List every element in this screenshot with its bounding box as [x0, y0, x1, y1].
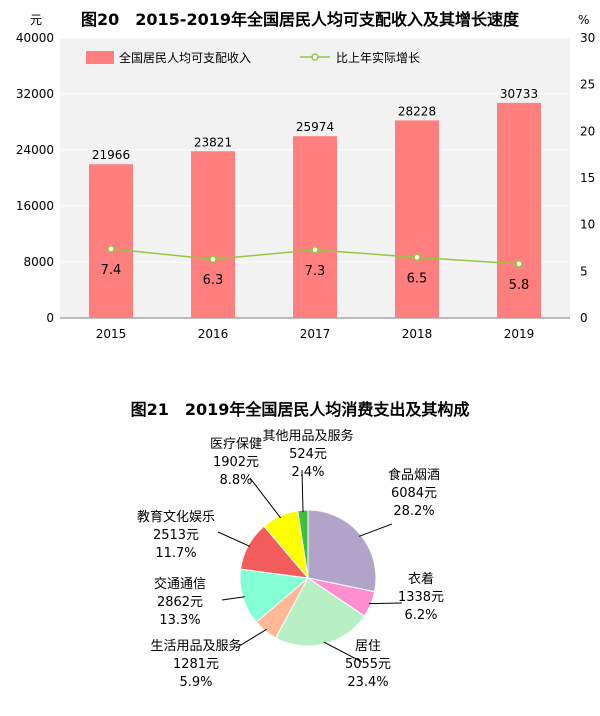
y2-axis-unit: % [578, 13, 589, 27]
leader-line [249, 477, 282, 519]
leader-line [235, 628, 267, 649]
y2-tick-label: 25 [580, 78, 595, 92]
chart1-title: 图20 2015-2019年全国居民人均可支配收入及其增长速度 [81, 10, 519, 29]
income-bar [89, 164, 133, 318]
leader-line [301, 469, 304, 513]
growth-point [209, 255, 217, 263]
slice-amount-label: 1902元 [213, 455, 259, 470]
bar-data-label: 21966 [92, 148, 130, 162]
slice-amount-label: 6084元 [391, 486, 437, 501]
growth-data-label: 6.3 [203, 273, 224, 288]
y-tick-label: 24000 [16, 143, 54, 157]
slice-percent-label: 5.9% [179, 675, 212, 690]
slice-amount-label: 1338元 [398, 590, 444, 605]
y2-tick-label: 10 [580, 218, 595, 232]
growth-data-label: 7.3 [305, 264, 326, 279]
slice-amount-label: 2862元 [157, 595, 203, 610]
growth-data-label: 5.8 [509, 278, 530, 293]
y2-tick-label: 30 [580, 31, 595, 45]
growth-point [107, 245, 115, 253]
x-tick-label: 2019 [504, 327, 535, 341]
slice-name-label: 医疗保健 [210, 437, 262, 452]
y-tick-label: 16000 [16, 199, 54, 213]
slice-amount-label: 1281元 [173, 657, 219, 672]
slice-name-label: 交通通信 [154, 576, 206, 592]
leader-line [323, 641, 363, 663]
x-tick-label: 2016 [198, 327, 229, 341]
slice-name-label: 教育文化娱乐 [137, 509, 215, 525]
pie-slice [275, 577, 366, 647]
slice-percent-label: 23.4% [347, 675, 388, 690]
slice-percent-label: 8.8% [219, 473, 252, 488]
legend-label-income: 全国居民人均可支配收入 [119, 50, 251, 65]
legend-label-growth: 比上年实际增长 [336, 50, 420, 65]
slice-name-label: 食品烟酒 [388, 467, 440, 483]
legend-swatch-income [86, 51, 114, 64]
y-axis-unit: 元 [30, 13, 42, 27]
legend-marker-growth [311, 53, 319, 61]
growth-data-label: 7.4 [101, 263, 122, 278]
growth-point [413, 253, 421, 262]
slice-percent-label: 11.7% [155, 546, 196, 561]
slice-percent-label: 28.2% [393, 504, 434, 519]
income-bar-line-chart: 0 8000 16000 24000 32000 40000 0 5 10 15 20 25 30 元 % 2… [16, 13, 595, 341]
leader-line [358, 523, 393, 537]
slice-amount-label: 524元 [289, 447, 327, 462]
bar-data-label: 28228 [398, 104, 436, 118]
slice-percent-label: 2.4% [291, 465, 324, 480]
pie-slice [307, 509, 377, 593]
slice-name-label: 生活用品及服务 [150, 638, 241, 654]
x-tick-label: 2018 [402, 327, 433, 341]
slice-name-label: 居住 [355, 639, 381, 654]
income-bar [497, 102, 541, 318]
y-tick-label: 40000 [16, 31, 54, 45]
chart2-title: 图21 2019年全国居民人均消费支出及其构成 [130, 400, 470, 419]
growth-point [515, 260, 523, 268]
slice-amount-label: 5055元 [345, 657, 391, 672]
slice-percent-label: 6.2% [404, 608, 437, 623]
slice-name-label: 其他用品及服务 [262, 428, 353, 444]
bar-data-label: 25974 [296, 120, 334, 134]
x-tick-label: 2015 [96, 327, 127, 341]
growth-point [311, 246, 319, 254]
income-bar [191, 151, 235, 318]
leader-line [368, 602, 403, 605]
y2-tick-label: 5 [580, 264, 588, 278]
income-bar [395, 120, 439, 319]
y2-tick-label: 0 [580, 311, 588, 325]
slice-percent-label: 13.3% [159, 613, 200, 628]
leader-line [217, 531, 251, 547]
bar-data-label: 23821 [194, 135, 232, 149]
income-bar [293, 136, 337, 318]
bar-data-label: 30733 [500, 87, 538, 101]
y2-tick-label: 15 [580, 171, 595, 185]
y2-tick-label: 20 [580, 124, 595, 138]
leader-line [221, 596, 245, 601]
x-tick-label: 2017 [300, 327, 331, 341]
slice-name-label: 衣着 [408, 571, 434, 587]
y-tick-label: 0 [46, 311, 54, 325]
growth-data-label: 6.5 [407, 271, 428, 286]
y-tick-label: 8000 [23, 255, 54, 269]
y-tick-label: 32000 [16, 87, 54, 101]
slice-amount-label: 2513元 [153, 528, 199, 543]
